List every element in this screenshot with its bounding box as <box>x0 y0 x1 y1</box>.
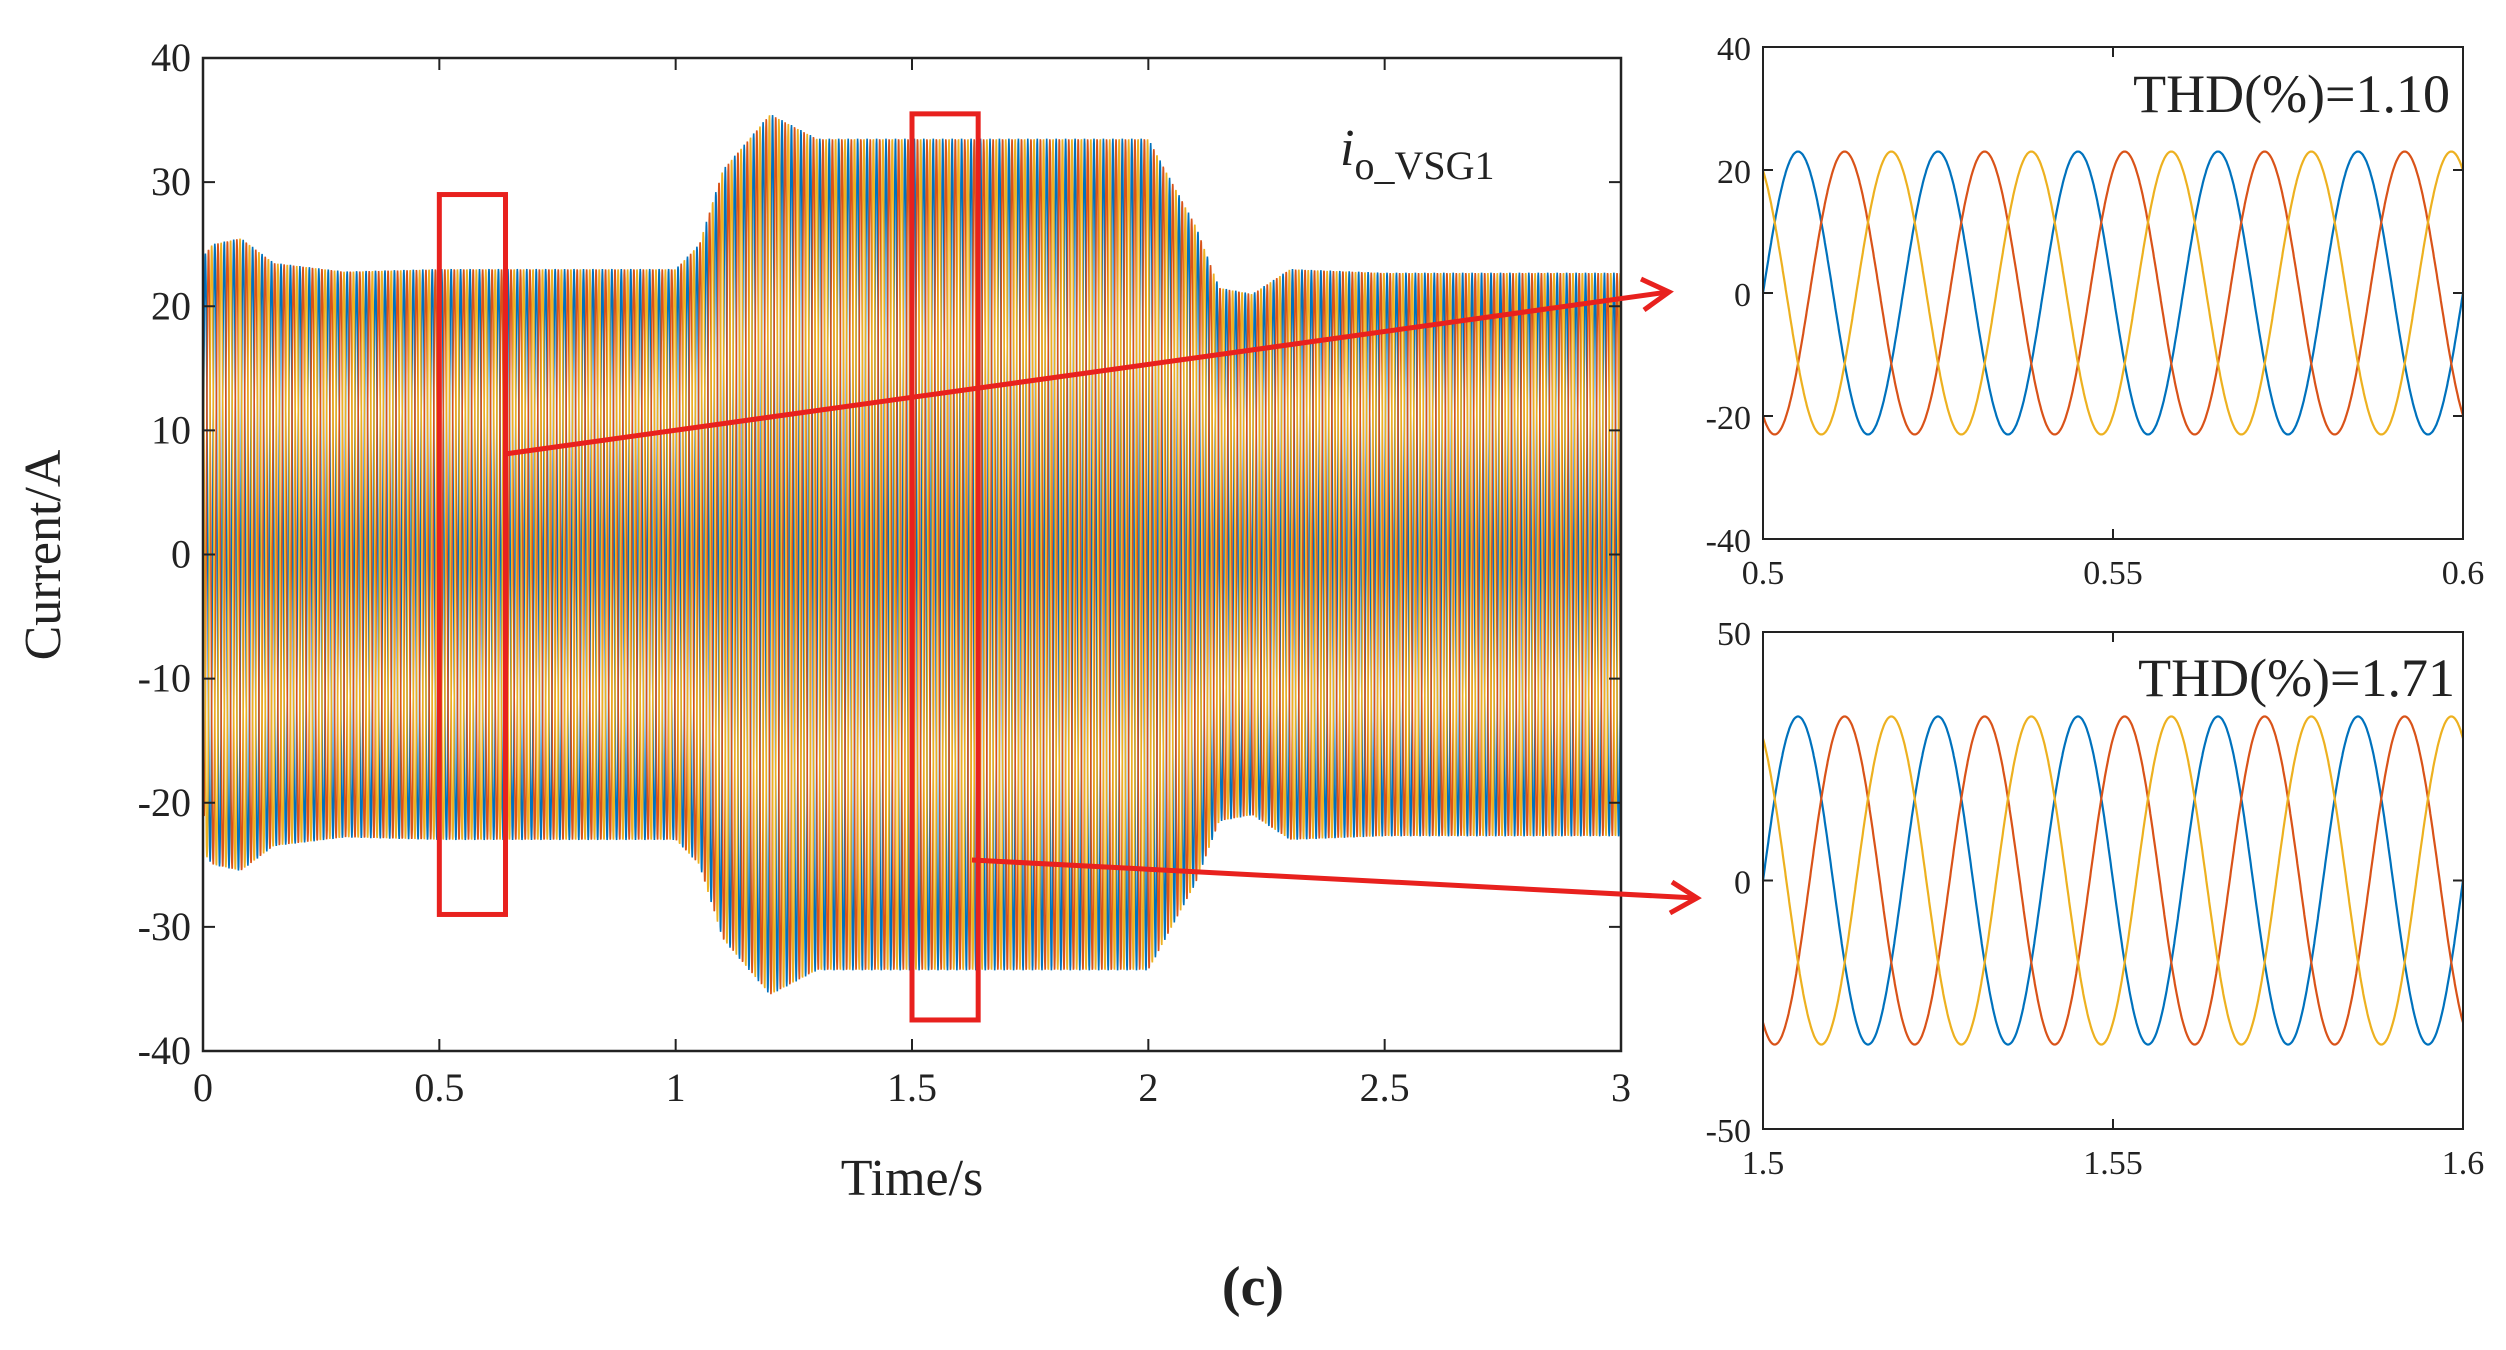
y-tick-label: -40 <box>138 1028 191 1073</box>
y-tick-label: 50 <box>1717 616 1751 653</box>
zoom-bottom-thd-label: THD(%)=1.71 <box>2138 648 2455 708</box>
zoom-top-connector-line <box>504 289 1669 457</box>
zoom-box-2 <box>909 111 981 1023</box>
zoom-bottom-x-tick-labels: 1.5 1.55 1.6 <box>1742 1145 2485 1182</box>
zbot-series-phase-c <box>1761 715 2465 1046</box>
y-tick-label: 40 <box>151 35 191 80</box>
x-tick-label: 1.5 <box>1742 1145 1785 1182</box>
x-tick-label: 1 <box>666 1065 686 1110</box>
y-tick-label: 40 <box>1717 31 1751 68</box>
y-tick-label: -40 <box>1706 523 1751 560</box>
zoom-connectors <box>504 276 1702 916</box>
x-tick-label: 1.5 <box>887 1065 937 1110</box>
x-tick-label: 0.5 <box>1742 555 1785 592</box>
zoom-bottom-series-group <box>1761 715 2465 1046</box>
zoom-top-thd-label: THD(%)=1.10 <box>2133 64 2450 124</box>
y-tick-label: 20 <box>151 283 191 328</box>
x-tick-label: 3 <box>1611 1065 1631 1110</box>
zoom-top-axis-ticks <box>1762 46 2464 540</box>
y-tick-label: 20 <box>1717 154 1751 191</box>
x-tick-label: 0 <box>193 1065 213 1110</box>
x-tick-label: 0.6 <box>2442 555 2485 592</box>
zoom-bottom-connector-line <box>971 857 1697 901</box>
x-tick-label: 0.55 <box>2083 555 2143 592</box>
y-tick-label: -10 <box>138 656 191 701</box>
zoom-top-series-group <box>1761 150 2465 436</box>
zbot-series-phase-b <box>1761 715 2465 1046</box>
zoom-bottom-y-tick-labels: 50 0 -50 <box>1706 616 1751 1150</box>
x-tick-label: 2.5 <box>1360 1065 1410 1110</box>
y-tick-label: 10 <box>151 407 191 452</box>
x-tick-label: 1.6 <box>2442 1145 2485 1182</box>
x-tick-label: 0.5 <box>414 1065 464 1110</box>
ztop-series-phase-b <box>1761 150 2465 436</box>
x-tick-label: 1.55 <box>2083 1145 2143 1182</box>
zoom-box-group <box>436 111 981 1023</box>
y-tick-label: -50 <box>1706 1113 1751 1150</box>
main-y-tick-labels: 40 30 20 10 0 -10 -20 -30 -40 <box>138 35 191 1073</box>
zbot-series-phase-a <box>1761 715 2465 1046</box>
zoom-bottom-axis-ticks <box>1762 631 2464 1130</box>
main-x-axis-title: Time/s <box>841 1150 984 1207</box>
figure-caption: (c) <box>1222 1256 1284 1318</box>
y-tick-label: -20 <box>138 780 191 825</box>
y-tick-label: 30 <box>151 159 191 204</box>
zoom-top-plot: 40 20 0 -20 -40 0.5 0.55 0.6 THD(%)=1.10 <box>1706 31 2485 592</box>
main-plot: 40 30 20 10 0 -10 -20 -30 -40 0 0.5 1 1.5 2 2.5 3 Time… <box>15 35 1631 1207</box>
ztop-series-phase-c <box>1761 150 2465 436</box>
zoom-bottom-plot: 50 0 -50 1.5 1.55 1.6 THD(%)=1.71 <box>1706 616 2485 1182</box>
y-tick-label: 0 <box>171 532 191 577</box>
zoom-top-x-tick-labels: 0.5 0.55 0.6 <box>1742 555 2485 592</box>
zoom-top-arrowhead <box>1639 276 1674 313</box>
x-tick-label: 2 <box>1138 1065 1158 1110</box>
main-x-tick-labels: 0 0.5 1 1.5 2 2.5 3 <box>193 1065 1631 1110</box>
zoom-top-y-tick-labels: 40 20 0 -20 -40 <box>1706 31 1751 560</box>
zoom-box-1 <box>436 192 509 917</box>
ztop-series-phase-a <box>1761 150 2465 436</box>
zoom-bottom-arrowhead <box>1668 879 1702 916</box>
main-axis-ticks <box>202 57 1622 1052</box>
y-tick-label: 0 <box>1734 277 1751 314</box>
signal-annotation: io_VSG1 <box>1340 120 1494 188</box>
y-tick-label: 0 <box>1734 865 1751 902</box>
y-tick-label: -30 <box>138 904 191 949</box>
main-y-axis-title: Current/A <box>15 449 72 660</box>
y-tick-label: -20 <box>1706 400 1751 437</box>
